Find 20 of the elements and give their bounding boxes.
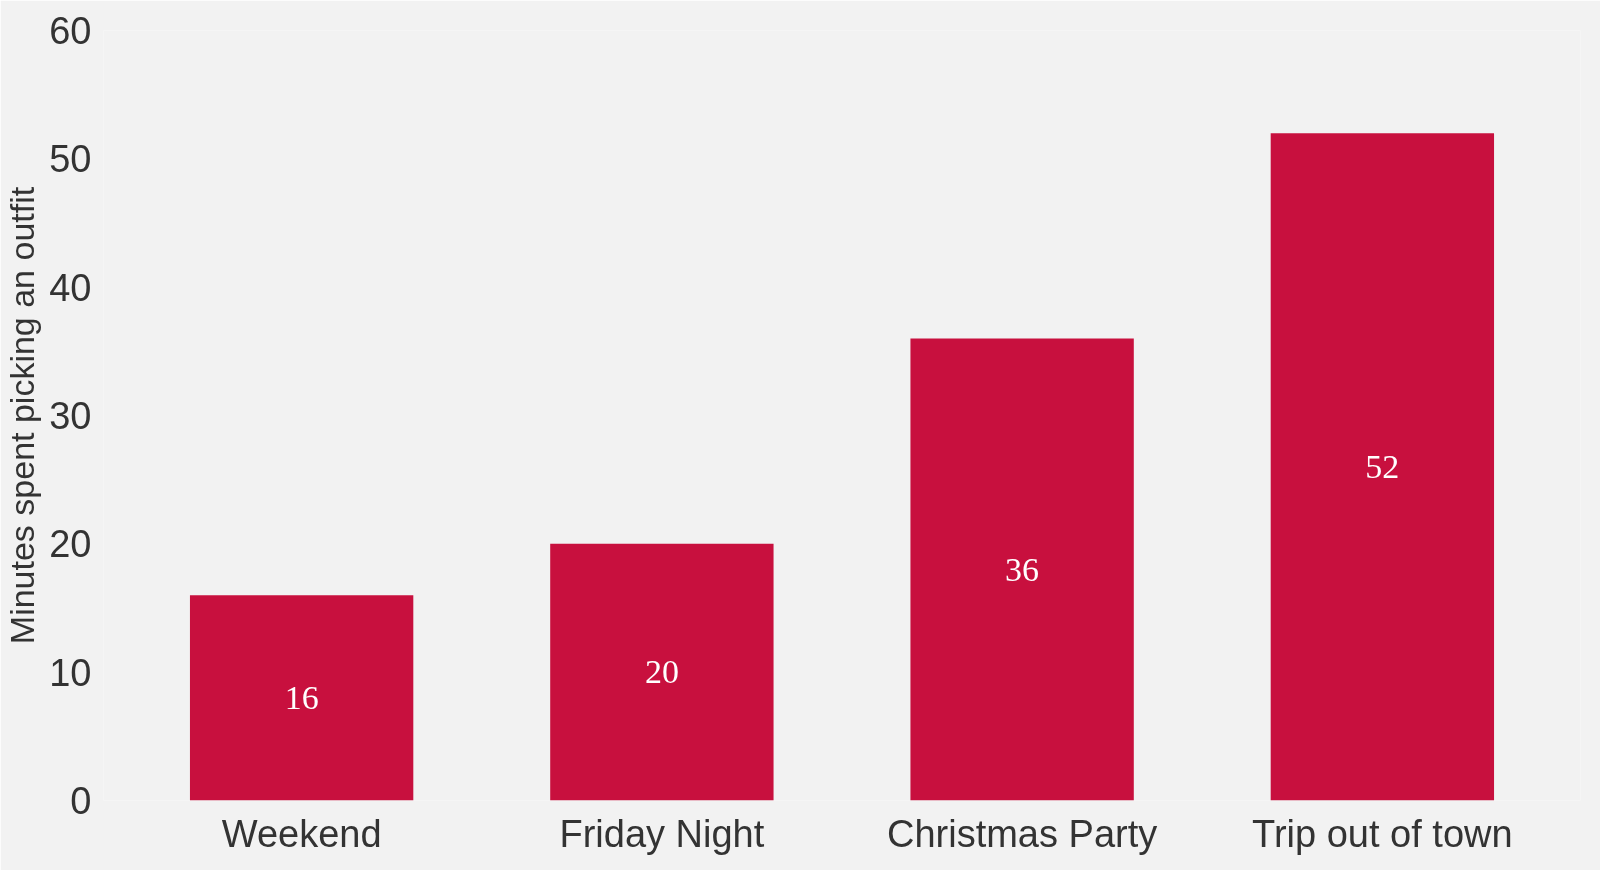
x-tick-label: Trip out of town <box>1252 812 1513 855</box>
bar <box>550 543 774 801</box>
y-tick-label: 50 <box>49 138 92 181</box>
x-tick-label: Friday Night <box>559 812 765 855</box>
y-tick-label: 20 <box>49 523 92 566</box>
y-tick-label: 40 <box>49 266 92 309</box>
bar <box>1270 133 1495 801</box>
y-axis-title: Minutes spent picking an outfit <box>3 186 42 645</box>
y-tick-label: 10 <box>49 651 92 694</box>
data-label: 52 <box>1365 447 1400 485</box>
x-tick-label: Christmas Party <box>886 812 1158 855</box>
x-tick-label: Weekend <box>221 812 382 855</box>
y-tick-label: 60 <box>49 10 92 52</box>
bar <box>189 595 414 801</box>
y-tick-label: 0 <box>70 780 92 822</box>
bar <box>910 338 1134 801</box>
data-label: 36 <box>1005 550 1040 588</box>
data-label: 20 <box>644 653 679 691</box>
y-tick-label: 30 <box>49 395 92 437</box>
data-label: 16 <box>284 678 319 716</box>
